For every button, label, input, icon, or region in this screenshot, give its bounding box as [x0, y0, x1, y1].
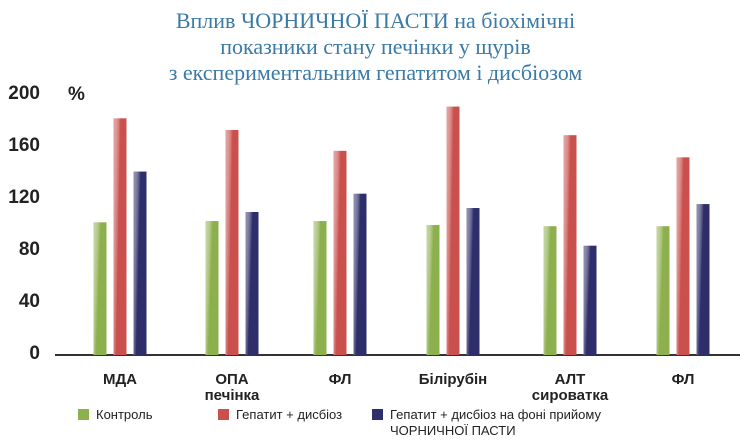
bar-highlight — [313, 221, 327, 355]
y-tick-label: 0 — [29, 343, 40, 364]
bar-highlight — [583, 245, 597, 355]
x-tick-label: ФЛ — [328, 371, 352, 388]
y-tick-label: 40 — [18, 291, 40, 312]
bar-highlight — [426, 225, 440, 355]
legend-label: Гепатит + дисбіоз на фоні прийому ЧОРНИЧ… — [390, 407, 601, 438]
bar-highlight — [543, 226, 557, 355]
x-tick-label: Білірубін — [418, 371, 488, 388]
bar-highlight — [205, 221, 219, 355]
bar-highlight — [696, 204, 710, 355]
y-tick-label: 120 — [8, 187, 40, 208]
bar-highlight — [466, 208, 480, 355]
legend-label: Гепатит + дисбіоз — [236, 407, 343, 422]
bar-highlight — [353, 193, 367, 355]
bar-highlight — [446, 106, 460, 355]
x-tick-label: АЛТ сироватка — [531, 371, 609, 404]
bar-highlight — [93, 222, 107, 355]
bar-highlight — [656, 226, 670, 355]
x-tick-label: ФЛ — [671, 371, 695, 388]
bar-highlight — [113, 118, 127, 356]
legend-swatch — [78, 409, 89, 420]
y-unit: % — [68, 84, 85, 105]
y-tick-label: 160 — [8, 135, 40, 156]
x-tick-label: МДА — [102, 371, 137, 388]
bar-highlight — [133, 171, 147, 355]
bar-highlight — [245, 212, 259, 355]
bar-highlight — [676, 157, 690, 355]
bar-highlight — [563, 135, 577, 355]
bar-highlight — [333, 150, 347, 355]
chart-title: Вплив ЧОРНИЧНОЇ ПАСТИ на біохімічні пока… — [168, 8, 583, 85]
legend-swatch — [218, 409, 229, 420]
legend-label: Контроль — [96, 407, 153, 422]
legend-swatch — [372, 409, 383, 420]
y-tick-label: 200 — [8, 83, 40, 104]
x-tick-label: ОПА печінка — [204, 371, 260, 404]
bar-highlight — [225, 130, 239, 355]
y-tick-label: 80 — [18, 239, 40, 260]
